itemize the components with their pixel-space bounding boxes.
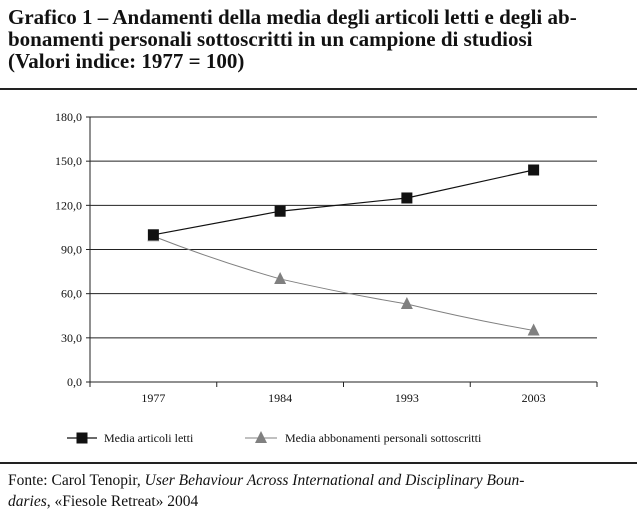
y-tick-label: 180,0 (55, 110, 82, 124)
y-tick-label: 0,0 (67, 375, 82, 389)
y-tick-label: 30,0 (61, 331, 82, 345)
y-tick-label: 60,0 (61, 287, 82, 301)
y-tick-label: 150,0 (55, 154, 82, 168)
source-suffix: , «Fiesole Retreat» 2004 (46, 493, 199, 510)
x-tick-label: 1984 (268, 391, 292, 405)
y-tick-label: 90,0 (61, 243, 82, 257)
series-line-abbonamenti (153, 235, 534, 331)
chart-title-line-1: Grafico 1 – Andamenti della media degli … (8, 5, 577, 29)
source-note: Fonte: Carol Tenopir, User Behaviour Acr… (8, 470, 633, 512)
x-tick-label: 1977 (141, 391, 165, 405)
source-line-1: Fonte: Carol Tenopir, User Behaviour Acr… (8, 470, 633, 491)
x-tick-label: 1993 (395, 391, 419, 405)
source-title-part-1: User Behaviour Across International and … (144, 472, 525, 489)
legend-label-abbonamenti: Media abbonamenti personali sottoscritti (285, 431, 482, 445)
chart-title-line-3: (Valori indice: 1977 = 100) (8, 49, 245, 73)
y-tick-label: 120,0 (55, 198, 82, 212)
chart-title-line-2: bonamenti personali sottoscritti in un c… (8, 27, 533, 51)
legend-marker-abbonamenti (255, 431, 267, 443)
point-abbonamenti (527, 323, 540, 336)
source-prefix: Fonte: Carol Tenopir, (8, 472, 145, 489)
point-articoli (528, 164, 540, 176)
line-chart: 0,0 30,0 60,0 90,0 120,0 150,0 180,0 1977 1984 19… (55, 110, 598, 445)
point-abbonamenti (400, 296, 413, 309)
point-articoli (274, 205, 286, 217)
x-tick-label: 2003 (522, 391, 546, 405)
bottom-rule (0, 462, 637, 464)
source-title-part-2: daries (8, 493, 47, 510)
legend-marker-articoli (76, 432, 88, 444)
point-articoli (401, 192, 413, 204)
chart-title: Grafico 1 – Andamenti della media degli … (8, 6, 633, 72)
series-line-articoli (153, 169, 534, 236)
point-abbonamenti (274, 271, 287, 284)
source-line-2: daries, «Fiesole Retreat» 2004 (8, 491, 633, 512)
point-articoli (147, 229, 159, 241)
legend-label-articoli: Media articoli letti (104, 431, 194, 445)
top-rule (0, 88, 637, 90)
